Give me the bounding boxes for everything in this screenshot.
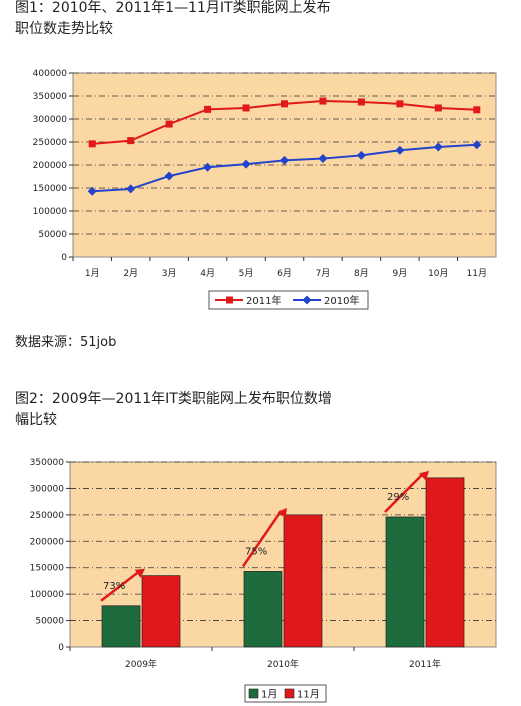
legend-label: 11月 <box>297 689 320 701</box>
legend-swatch <box>248 688 259 699</box>
figure2-caption: 图2：2009年—2011年IT类职能网上发布职位数增 幅比较 <box>15 389 515 431</box>
figure2-caption-line2: 幅比较 <box>15 412 57 428</box>
x-tick-label: 3月 <box>162 268 177 279</box>
data-point <box>204 105 212 113</box>
bar <box>283 514 323 648</box>
data-point <box>242 104 250 112</box>
y-tick-label: 250000 <box>30 511 65 521</box>
y-tick-label: 50000 <box>38 230 67 240</box>
data-source-note: 数据来源：51job <box>15 335 117 350</box>
data-point <box>165 120 173 128</box>
data-point <box>126 184 136 194</box>
data-point <box>318 154 328 164</box>
x-tick-label: 10月 <box>428 268 448 279</box>
x-tick-label: 2011年 <box>409 658 441 670</box>
growth-arrow-shaft <box>100 570 140 602</box>
data-point <box>472 140 482 150</box>
x-tick-label: 4月 <box>200 268 215 279</box>
data-point <box>127 137 135 145</box>
x-tick-label: 7月 <box>316 268 331 279</box>
y-tick-label: 100000 <box>33 207 68 217</box>
data-point <box>281 100 288 108</box>
data-point <box>434 104 442 112</box>
bar <box>385 516 425 648</box>
growth-percent-label: 29% <box>387 492 409 503</box>
y-tick-label: 50000 <box>35 617 64 627</box>
data-point <box>203 162 213 172</box>
growth-arrow-shaft <box>241 510 283 568</box>
data-point <box>396 100 404 108</box>
data-point <box>280 155 289 165</box>
bar <box>425 477 465 648</box>
y-tick-label: 150000 <box>33 184 68 194</box>
legend-label: 2011年 <box>246 294 281 307</box>
figure1-caption-line1: 图1：2010年、2011年1—11月IT类职能网上发布 <box>15 0 331 16</box>
growth-arrow-shaft <box>384 472 424 513</box>
legend-swatch-marker <box>226 296 233 304</box>
x-tick-label: 8月 <box>354 268 369 279</box>
y-tick-label: 0 <box>58 643 64 653</box>
y-tick-label: 150000 <box>30 564 65 574</box>
growth-arrow-head <box>134 568 145 578</box>
growth-arrow-head <box>277 507 287 519</box>
legend-label: 1月 <box>261 689 277 701</box>
x-tick-label: 11月 <box>467 268 487 279</box>
y-tick-label: 250000 <box>33 138 68 148</box>
x-tick-label: 2010年 <box>267 658 299 670</box>
x-tick-label: 2009年 <box>125 658 157 670</box>
legend-swatch-marker <box>302 295 312 305</box>
y-tick-label: 200000 <box>33 161 68 171</box>
growth-percent-label: 73% <box>103 581 125 592</box>
x-tick-label: 1月 <box>85 268 100 279</box>
data-point <box>241 159 251 169</box>
legend-box <box>208 290 369 310</box>
y-tick-label: 100000 <box>30 590 65 600</box>
figure1-caption: 图1：2010年、2011年1—11月IT类职能网上发布 职位数走势比较 <box>15 0 515 40</box>
data-point <box>433 142 443 152</box>
y-tick-label: 300000 <box>30 484 65 494</box>
data-point <box>88 140 96 148</box>
figure2-caption-line1: 图2：2009年—2011年IT类职能网上发布职位数增 <box>15 391 332 407</box>
data-point <box>356 150 366 160</box>
y-tick-label: 0 <box>61 253 67 263</box>
data-point <box>395 145 405 155</box>
y-tick-label: 200000 <box>30 537 65 547</box>
figure1-caption-line2: 职位数走势比较 <box>15 21 113 37</box>
y-tick-label: 350000 <box>30 458 65 468</box>
bar <box>243 571 283 648</box>
growth-arrow-head <box>419 470 429 481</box>
y-tick-label: 400000 <box>33 69 68 79</box>
figure1-line-chart: 0 50000 100000 150000 200000 250000 300000 3500… <box>33 69 497 310</box>
plot-area <box>69 461 497 648</box>
legend-label: 2010年 <box>324 294 359 307</box>
x-tick-label: 9月 <box>392 268 407 279</box>
legend-swatch <box>284 688 295 699</box>
figure2-bar-chart: 0 50000 100000 150000 200000 250000 300000 3500… <box>30 458 497 703</box>
bar <box>141 575 181 648</box>
data-point <box>87 186 97 196</box>
y-tick-label: 300000 <box>33 115 68 125</box>
x-tick-label: 5月 <box>239 268 254 279</box>
growth-percent-label: 75% <box>245 546 267 557</box>
bar <box>101 605 141 648</box>
data-point <box>473 106 481 114</box>
data-point <box>319 97 327 105</box>
y-tick-label: 350000 <box>33 92 68 102</box>
data-point <box>164 171 174 181</box>
x-tick-label: 6月 <box>277 268 292 279</box>
x-tick-label: 2月 <box>123 268 138 279</box>
data-point <box>357 98 365 106</box>
